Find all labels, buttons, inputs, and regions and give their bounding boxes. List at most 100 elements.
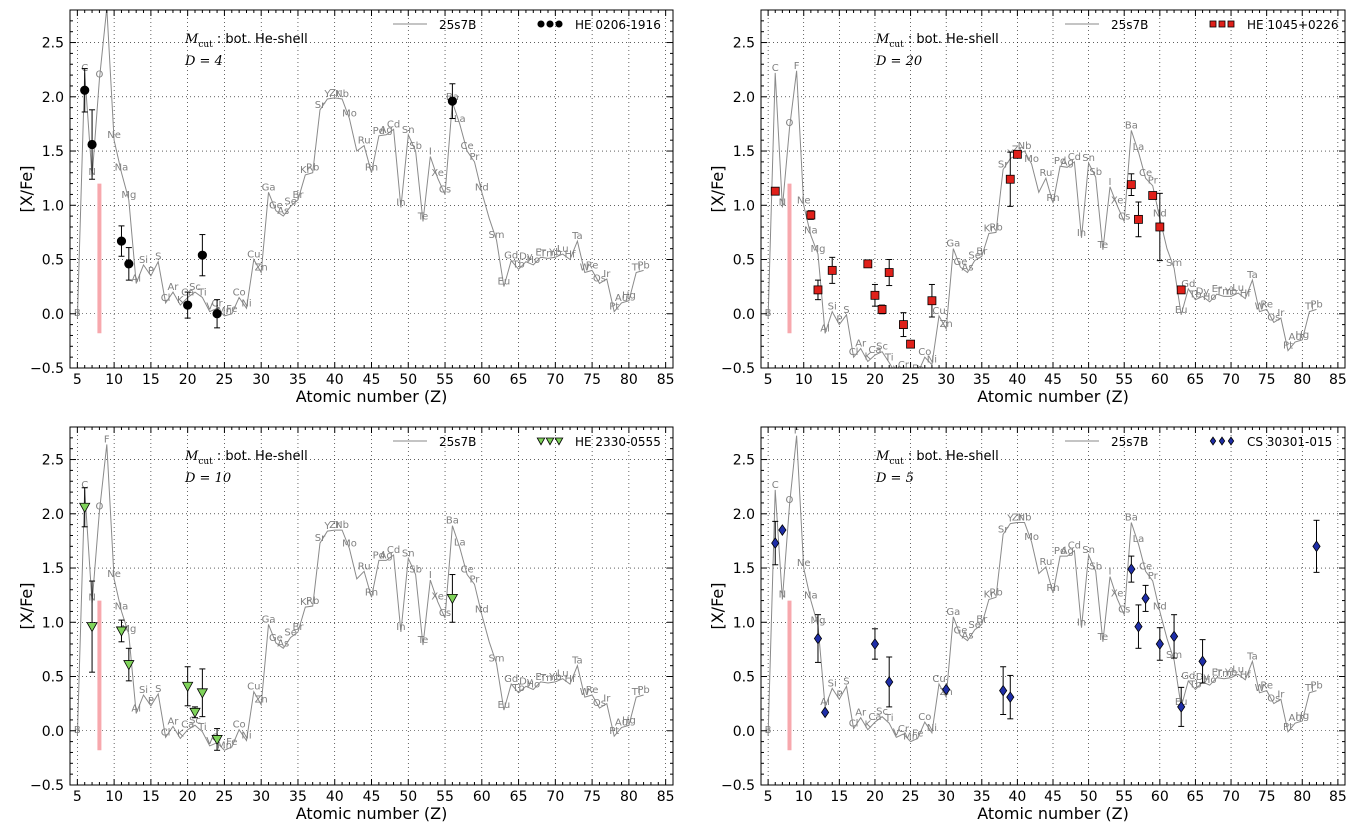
legend-model-label: 25s7B (1111, 435, 1148, 449)
legend-marker (536, 437, 546, 446)
element-label: Sr (998, 524, 1009, 535)
legend-marker (537, 20, 545, 28)
element-label: Tm (539, 248, 556, 259)
element-label: B (74, 725, 81, 736)
y-tick-label: 0.5 (733, 670, 755, 686)
data-point (183, 300, 193, 310)
legend-star-label: HE 2330-0555 (575, 435, 661, 449)
element-label: Sr (315, 533, 326, 544)
element-label: Mo (1024, 154, 1039, 165)
element-label: O (95, 502, 103, 513)
x-tick-label: 30 (252, 789, 270, 805)
element-label: Sn (1082, 153, 1095, 164)
element-label: V (206, 302, 213, 313)
element-label: Tb (1188, 680, 1201, 691)
element-label: Cd (387, 119, 400, 130)
mcut-text: : bot. He-shell (904, 449, 999, 464)
x-tick-label: 5 (764, 372, 773, 388)
element-label: Rb (989, 587, 1002, 598)
element-label: Ti (884, 713, 894, 724)
element-label: Nb (1018, 141, 1032, 152)
element-label: Ce (461, 565, 474, 576)
data-point (1134, 620, 1143, 633)
element-label: Kr (300, 597, 312, 608)
data-point (1176, 285, 1186, 295)
x-tick-label: 35 (289, 372, 307, 388)
element-label: Sc (189, 282, 201, 293)
y-tick-label: 2.0 (733, 90, 755, 106)
y-tick-label: 2.5 (733, 36, 755, 52)
data-point (447, 96, 457, 106)
element-label: Na (115, 163, 129, 174)
element-label: Cl (849, 347, 859, 358)
data-point (1155, 638, 1164, 650)
element-label: Mg (121, 624, 136, 635)
element-label: In (396, 622, 405, 633)
element-label: Ag (1061, 157, 1074, 168)
data-point (999, 684, 1008, 697)
element-label: Xe (431, 168, 444, 179)
y-tick-label: 0.0 (42, 307, 64, 323)
x-tick-label: 25 (902, 789, 920, 805)
y-tick-label: 1.0 (733, 615, 755, 631)
element-label: Ru (358, 561, 371, 572)
element-label: Ga (262, 182, 276, 193)
element-label: Pr (1148, 176, 1159, 187)
data-point (884, 268, 894, 277)
element-label: Mg (810, 244, 825, 255)
element-label: Cu (247, 250, 260, 261)
data-point (870, 638, 880, 650)
data-point (115, 626, 128, 637)
x-tick-label: 75 (583, 372, 601, 388)
y-tick-label: 2.0 (733, 507, 755, 523)
element-label: Dy (1196, 286, 1210, 297)
element-label: Mn (217, 740, 232, 751)
element-label: P (148, 696, 154, 707)
legend-marker (1227, 436, 1235, 446)
element-label: Nd (475, 182, 489, 193)
element-label: Kr (300, 165, 312, 176)
element-label: Tl (1304, 302, 1314, 313)
x-tick-label: 55 (436, 372, 454, 388)
element-label: Ta (571, 231, 583, 242)
element-label: In (1077, 618, 1086, 629)
element-label: Sc (876, 342, 888, 353)
y-tick-label: 2.0 (42, 90, 64, 106)
element-label: Ge (953, 625, 967, 636)
data-point (771, 537, 780, 549)
x-tick-label: 55 (1115, 372, 1133, 388)
element-label: Zr (1012, 144, 1024, 155)
element-label: Ge (269, 633, 283, 644)
element-label: Ru (1039, 168, 1052, 179)
element-label: Ca (868, 712, 881, 723)
element-label: Fe (912, 728, 923, 739)
element-label: Pb (1310, 299, 1322, 310)
x-tick-label: 85 (1329, 372, 1347, 388)
element-label: Gd (1181, 671, 1195, 682)
element-label: Kr (984, 223, 996, 234)
element-label: Os (1267, 694, 1280, 705)
element-label: Xe (1111, 588, 1124, 599)
x-axis-label: Atomic number (Z) (977, 387, 1129, 406)
element-label: K (865, 720, 872, 731)
x-tick-label: 65 (1187, 372, 1205, 388)
data-point (80, 85, 90, 95)
x-tick-label: 80 (1293, 372, 1311, 388)
element-label: Zr (1012, 512, 1024, 523)
element-label: Cu (932, 306, 945, 317)
element-label: Cl (161, 727, 171, 738)
x-tick-label: 65 (510, 372, 528, 388)
element-label: Yb (548, 247, 561, 258)
element-label: Sr (315, 100, 326, 111)
element-label: Ce (1139, 561, 1152, 572)
element-label: Tb (1188, 290, 1201, 301)
x-tick-label: 75 (583, 789, 601, 805)
data-point (806, 210, 816, 220)
element-label: N (779, 197, 786, 208)
element-label: Ar (167, 716, 179, 727)
legend-marker (546, 20, 554, 28)
element-label: Lu (1232, 664, 1244, 675)
element-label: Au (1289, 332, 1302, 343)
data-point (906, 339, 915, 349)
element-label: Er (535, 672, 546, 683)
